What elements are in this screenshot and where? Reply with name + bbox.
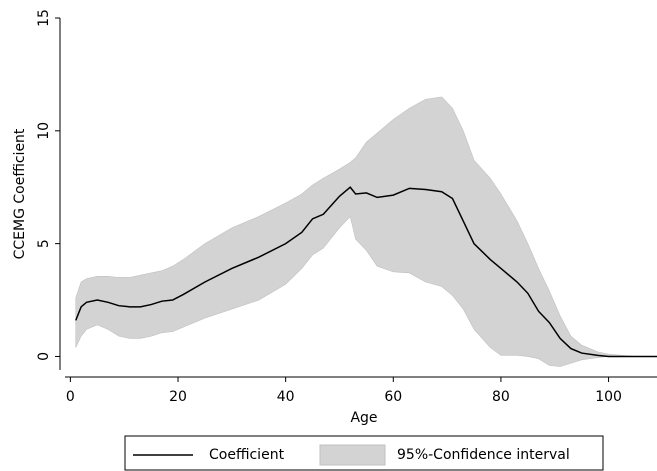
coefficient-line <box>75 186 657 358</box>
y-axis-label: CCEMG Coefficient <box>12 128 28 259</box>
legend-swatch <box>319 444 386 466</box>
x-tick-label: 40 <box>277 389 295 405</box>
x-tick-label: 20 <box>169 389 187 405</box>
y-tick-label: 10 <box>36 122 52 140</box>
x-tick-label: 60 <box>384 389 402 405</box>
y-tick-label: 0 <box>36 352 52 361</box>
y-tick-label: 15 <box>36 9 52 27</box>
confidence-band <box>75 96 657 367</box>
x-tick-label: 0 <box>66 389 75 405</box>
y-tick-label: 5 <box>36 239 52 248</box>
x-axis-label: Age <box>350 410 377 426</box>
x-tick-label: 80 <box>492 389 510 405</box>
legend-label: 95%-Confidence interval <box>397 447 570 463</box>
legend-label: Coefficient <box>209 447 285 463</box>
x-tick-label: 100 <box>595 389 622 405</box>
legend <box>124 435 604 471</box>
